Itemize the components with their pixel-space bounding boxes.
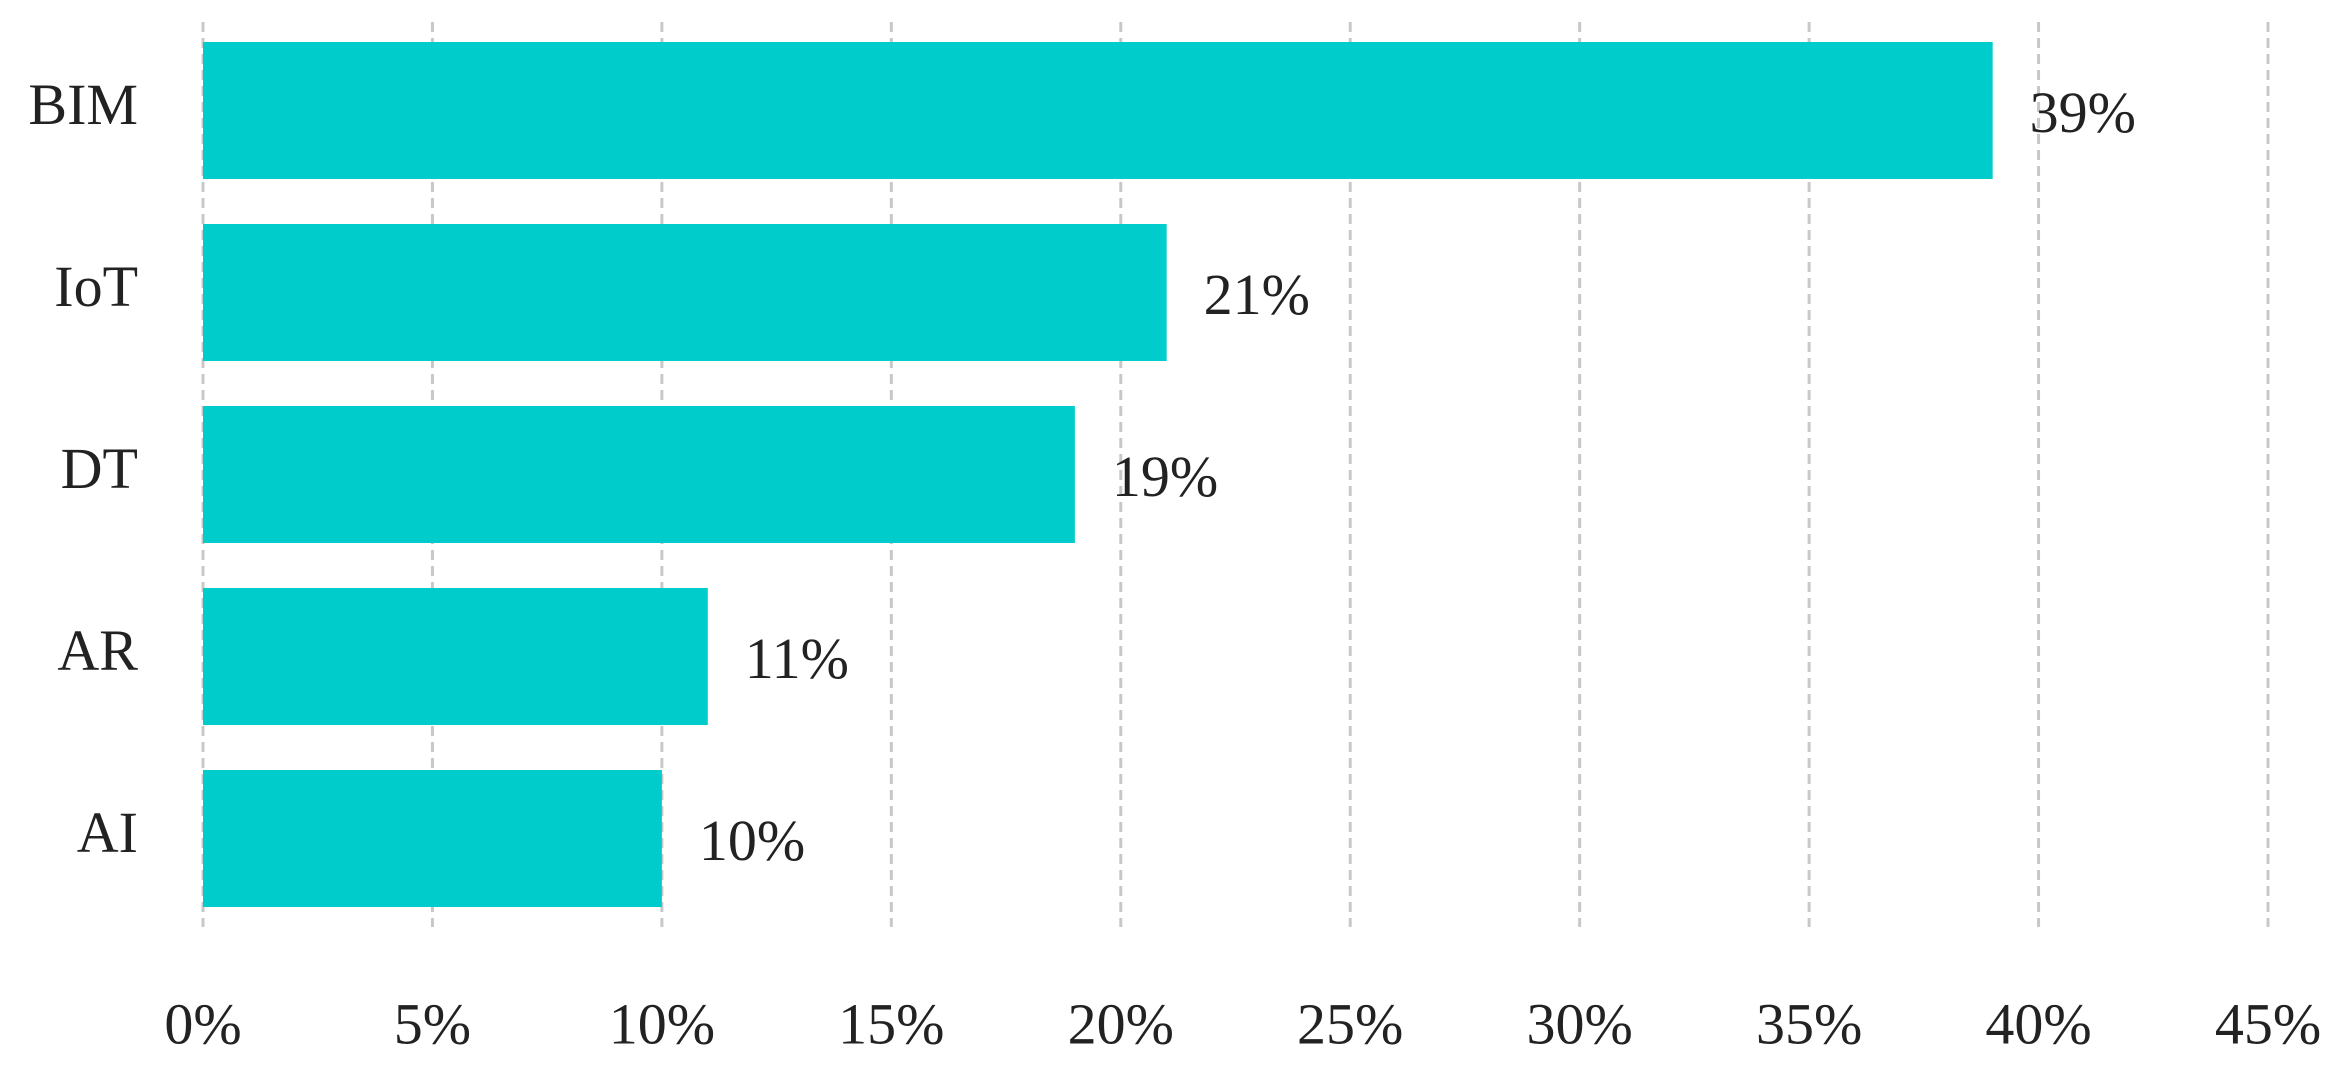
x-tick-label: 30%	[1527, 991, 1633, 1056]
x-tick-label: 40%	[1985, 991, 2091, 1056]
category-label: AR	[57, 618, 138, 683]
x-tick-label: 0%	[164, 991, 241, 1056]
bar	[203, 406, 1075, 543]
category-label: IoT	[54, 254, 138, 319]
x-tick-label: 10%	[609, 991, 715, 1056]
category-label: BIM	[28, 72, 138, 137]
bar	[203, 224, 1167, 361]
category-label: DT	[61, 436, 138, 501]
x-tick-label: 5%	[394, 991, 471, 1056]
category-label: AI	[77, 800, 138, 865]
value-label: 19%	[1112, 444, 1218, 509]
bar	[203, 588, 708, 725]
x-tick-label: 20%	[1068, 991, 1174, 1056]
x-tick-label: 35%	[1756, 991, 1862, 1056]
bar	[203, 42, 1993, 179]
value-label: 39%	[2030, 80, 2136, 145]
value-label: 11%	[745, 626, 849, 691]
bar	[203, 770, 662, 907]
x-tick-label: 15%	[838, 991, 944, 1056]
value-label: 10%	[699, 808, 805, 873]
value-label: 21%	[1204, 262, 1310, 327]
x-tick-label: 45%	[2215, 991, 2321, 1056]
x-tick-label: 25%	[1297, 991, 1403, 1056]
